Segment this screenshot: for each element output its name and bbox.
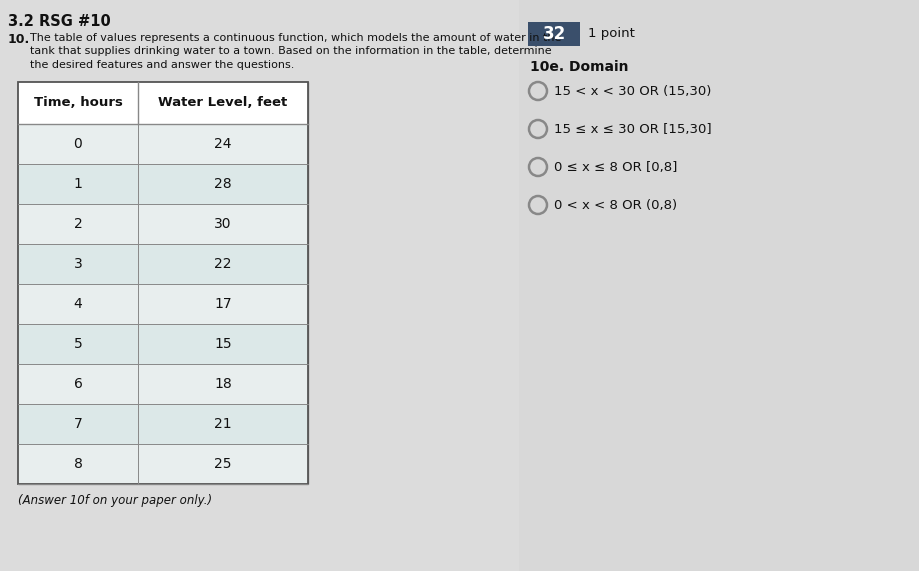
Text: 6: 6 (74, 377, 83, 391)
Text: 18: 18 (214, 377, 232, 391)
Text: 1 point: 1 point (588, 27, 635, 41)
FancyBboxPatch shape (519, 0, 919, 571)
Text: Water Level, feet: Water Level, feet (158, 96, 288, 110)
Text: 10.: 10. (8, 33, 30, 46)
Text: 21: 21 (214, 417, 232, 431)
Text: 24: 24 (214, 137, 232, 151)
FancyBboxPatch shape (18, 404, 308, 444)
Text: 28: 28 (214, 177, 232, 191)
Text: 15: 15 (214, 337, 232, 351)
Text: 3: 3 (74, 257, 83, 271)
FancyBboxPatch shape (528, 22, 580, 46)
Text: 4: 4 (74, 297, 83, 311)
Text: 15 ≤ x ≤ 30 OR [15,30]: 15 ≤ x ≤ 30 OR [15,30] (554, 123, 711, 135)
Text: 10e. Domain: 10e. Domain (530, 60, 629, 74)
FancyBboxPatch shape (0, 0, 519, 571)
FancyBboxPatch shape (18, 124, 308, 164)
Text: 0 < x < 8 OR (0,8): 0 < x < 8 OR (0,8) (554, 199, 677, 211)
FancyBboxPatch shape (18, 244, 308, 284)
Text: 22: 22 (214, 257, 232, 271)
Text: The table of values represents a continuous function, which models the amount of: The table of values represents a continu… (30, 33, 562, 43)
Text: 8: 8 (74, 457, 83, 471)
Text: tank that supplies drinking water to a town. Based on the information in the tab: tank that supplies drinking water to a t… (30, 46, 551, 57)
Text: 32: 32 (542, 25, 565, 43)
FancyBboxPatch shape (18, 204, 308, 244)
FancyBboxPatch shape (18, 284, 308, 324)
Text: 0: 0 (74, 137, 83, 151)
Text: 25: 25 (214, 457, 232, 471)
Text: Time, hours: Time, hours (34, 96, 122, 110)
Text: 2: 2 (74, 217, 83, 231)
Text: (Answer 10f on your paper only.): (Answer 10f on your paper only.) (18, 494, 212, 507)
FancyBboxPatch shape (18, 82, 308, 484)
Text: 7: 7 (74, 417, 83, 431)
FancyBboxPatch shape (18, 444, 308, 484)
Text: 15 < x < 30 OR (15,30): 15 < x < 30 OR (15,30) (554, 85, 711, 98)
Text: 0 ≤ x ≤ 8 OR [0,8]: 0 ≤ x ≤ 8 OR [0,8] (554, 160, 677, 174)
FancyBboxPatch shape (18, 82, 308, 124)
FancyBboxPatch shape (18, 324, 308, 364)
FancyBboxPatch shape (18, 364, 308, 404)
Text: 3.2 RSG #10: 3.2 RSG #10 (8, 14, 111, 29)
Text: 17: 17 (214, 297, 232, 311)
Text: the desired features and answer the questions.: the desired features and answer the ques… (30, 60, 294, 70)
Text: 5: 5 (74, 337, 83, 351)
FancyBboxPatch shape (18, 164, 308, 204)
Text: 30: 30 (214, 217, 232, 231)
Text: 1: 1 (74, 177, 83, 191)
